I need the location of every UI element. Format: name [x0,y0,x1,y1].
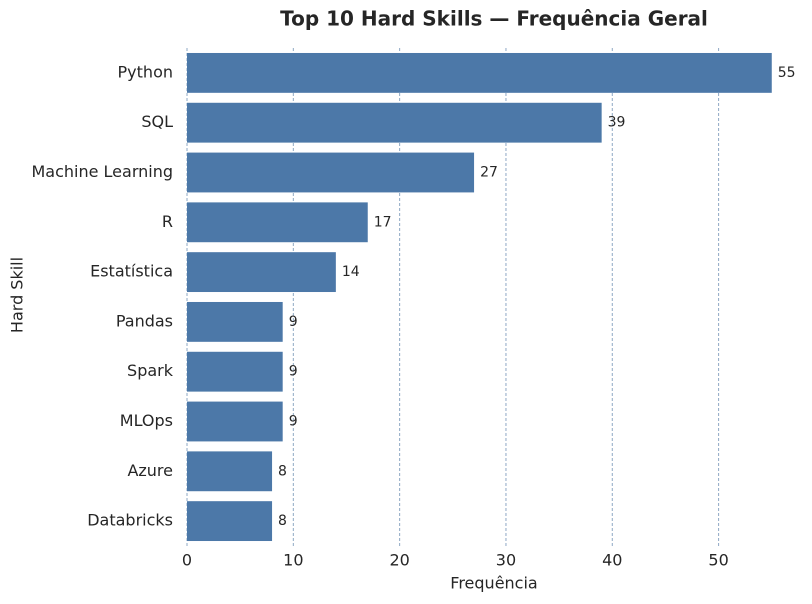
y-tick-label: Python [118,62,173,81]
x-tick-label: 20 [389,551,409,570]
bar [187,501,273,542]
x-axis-label: Frequência [450,574,537,593]
bar [187,152,475,193]
value-label: 39 [608,115,626,131]
y-tick-label: Machine Learning [31,162,173,181]
y-tick-label: Databricks [87,511,173,530]
y-tick-label: Spark [127,361,174,380]
value-label: 27 [480,165,498,181]
value-label: 9 [289,364,298,380]
bar [187,351,283,392]
value-label: 55 [778,65,796,81]
bar [187,451,273,492]
y-tick-label: Pandas [116,311,173,330]
y-tick-label: Azure [127,461,173,480]
value-label: 8 [278,513,287,529]
value-label: 9 [289,314,298,330]
value-label: 17 [374,214,392,230]
y-tick-label: R [162,212,173,231]
y-axis-label: Hard Skill [8,257,27,333]
chart-title: Top 10 Hard Skills — Frequência Geral [280,7,708,31]
x-tick-label: 40 [602,551,622,570]
bar [187,102,602,143]
bar [187,52,772,93]
bar [187,252,336,293]
bar [187,202,368,243]
value-label: 8 [278,463,287,479]
y-tick-label: SQL [141,112,173,131]
value-label: 14 [342,264,360,280]
y-tick-label: Estatística [90,262,173,281]
x-tick-label: 0 [182,551,192,570]
x-tick-label: 30 [496,551,516,570]
value-label: 9 [289,414,298,430]
bar [187,401,283,442]
x-tick-label: 10 [283,551,303,570]
y-tick-label: MLOps [120,411,173,430]
x-tick-label: 50 [708,551,728,570]
bar [187,301,283,342]
